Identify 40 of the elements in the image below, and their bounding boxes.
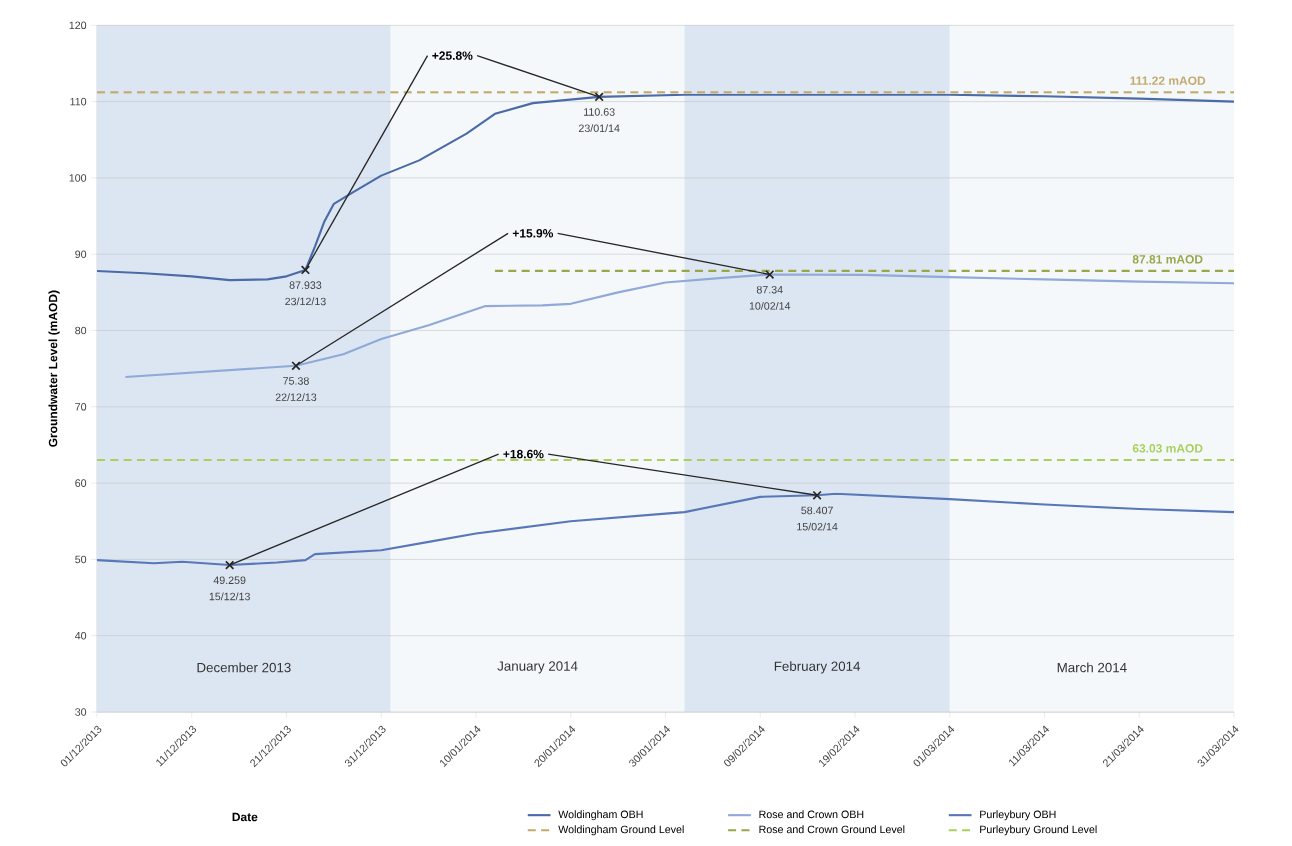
- annotation: 87.933: [289, 281, 322, 289]
- legend-label: Rose and Crown Ground Level: [759, 825, 905, 834]
- annotation: 15/12/13: [209, 592, 250, 601]
- annotation: +18.6%: [503, 449, 544, 459]
- y-tick-label: 50: [75, 555, 87, 564]
- annotation: +25.8%: [432, 51, 473, 60]
- annotation: 23/01/14: [578, 124, 620, 133]
- annotation: 15/02/14: [797, 522, 838, 531]
- y-tick-label: 90: [75, 250, 87, 258]
- annotation: 63.03 mAOD: [1132, 444, 1203, 453]
- legend-label: Purleybury OBH: [980, 810, 1056, 821]
- band-label: March 2014: [1057, 662, 1127, 673]
- annotation: 111.22 mAOD: [1130, 76, 1206, 85]
- legend-label: Woldingham Ground Level: [558, 825, 684, 836]
- legend-label: Purleybury Ground Level: [980, 825, 1097, 836]
- annotation: 87.81 mAOD: [1132, 255, 1203, 264]
- annotation: 87.34: [756, 285, 783, 294]
- annotation: 110.63: [584, 108, 615, 116]
- annotation: 49.259: [213, 576, 246, 584]
- annotation: 22/12/13: [275, 393, 317, 401]
- y-tick-label: 30: [75, 708, 87, 716]
- y-tick-label: 110: [70, 97, 87, 106]
- y-tick-label: 80: [75, 326, 87, 335]
- annotation: +15.9%: [512, 229, 554, 238]
- y-tick-label: 70: [75, 403, 87, 411]
- band-label: February 2014: [774, 661, 861, 674]
- y-axis-title: Groundwater Level (mAOD): [48, 290, 60, 447]
- y-tick-label: 40: [74, 631, 87, 640]
- annotation: 58.407: [801, 506, 833, 515]
- y-tick-label: 100: [69, 174, 87, 182]
- x-axis-title: Date: [232, 812, 258, 822]
- annotation: 10/02/14: [749, 301, 791, 310]
- y-tick-label: 60: [75, 479, 87, 487]
- y-tick-label: 120: [69, 21, 87, 30]
- annotation: 23/12/13: [285, 297, 326, 306]
- annotation: 75.38: [283, 377, 309, 385]
- band-label: January 2014: [497, 661, 578, 674]
- band-label: December 2013: [197, 662, 291, 673]
- legend-label: Woldingham OBH: [558, 810, 643, 821]
- legend-label: Rose and Crown OBH: [759, 810, 864, 819]
